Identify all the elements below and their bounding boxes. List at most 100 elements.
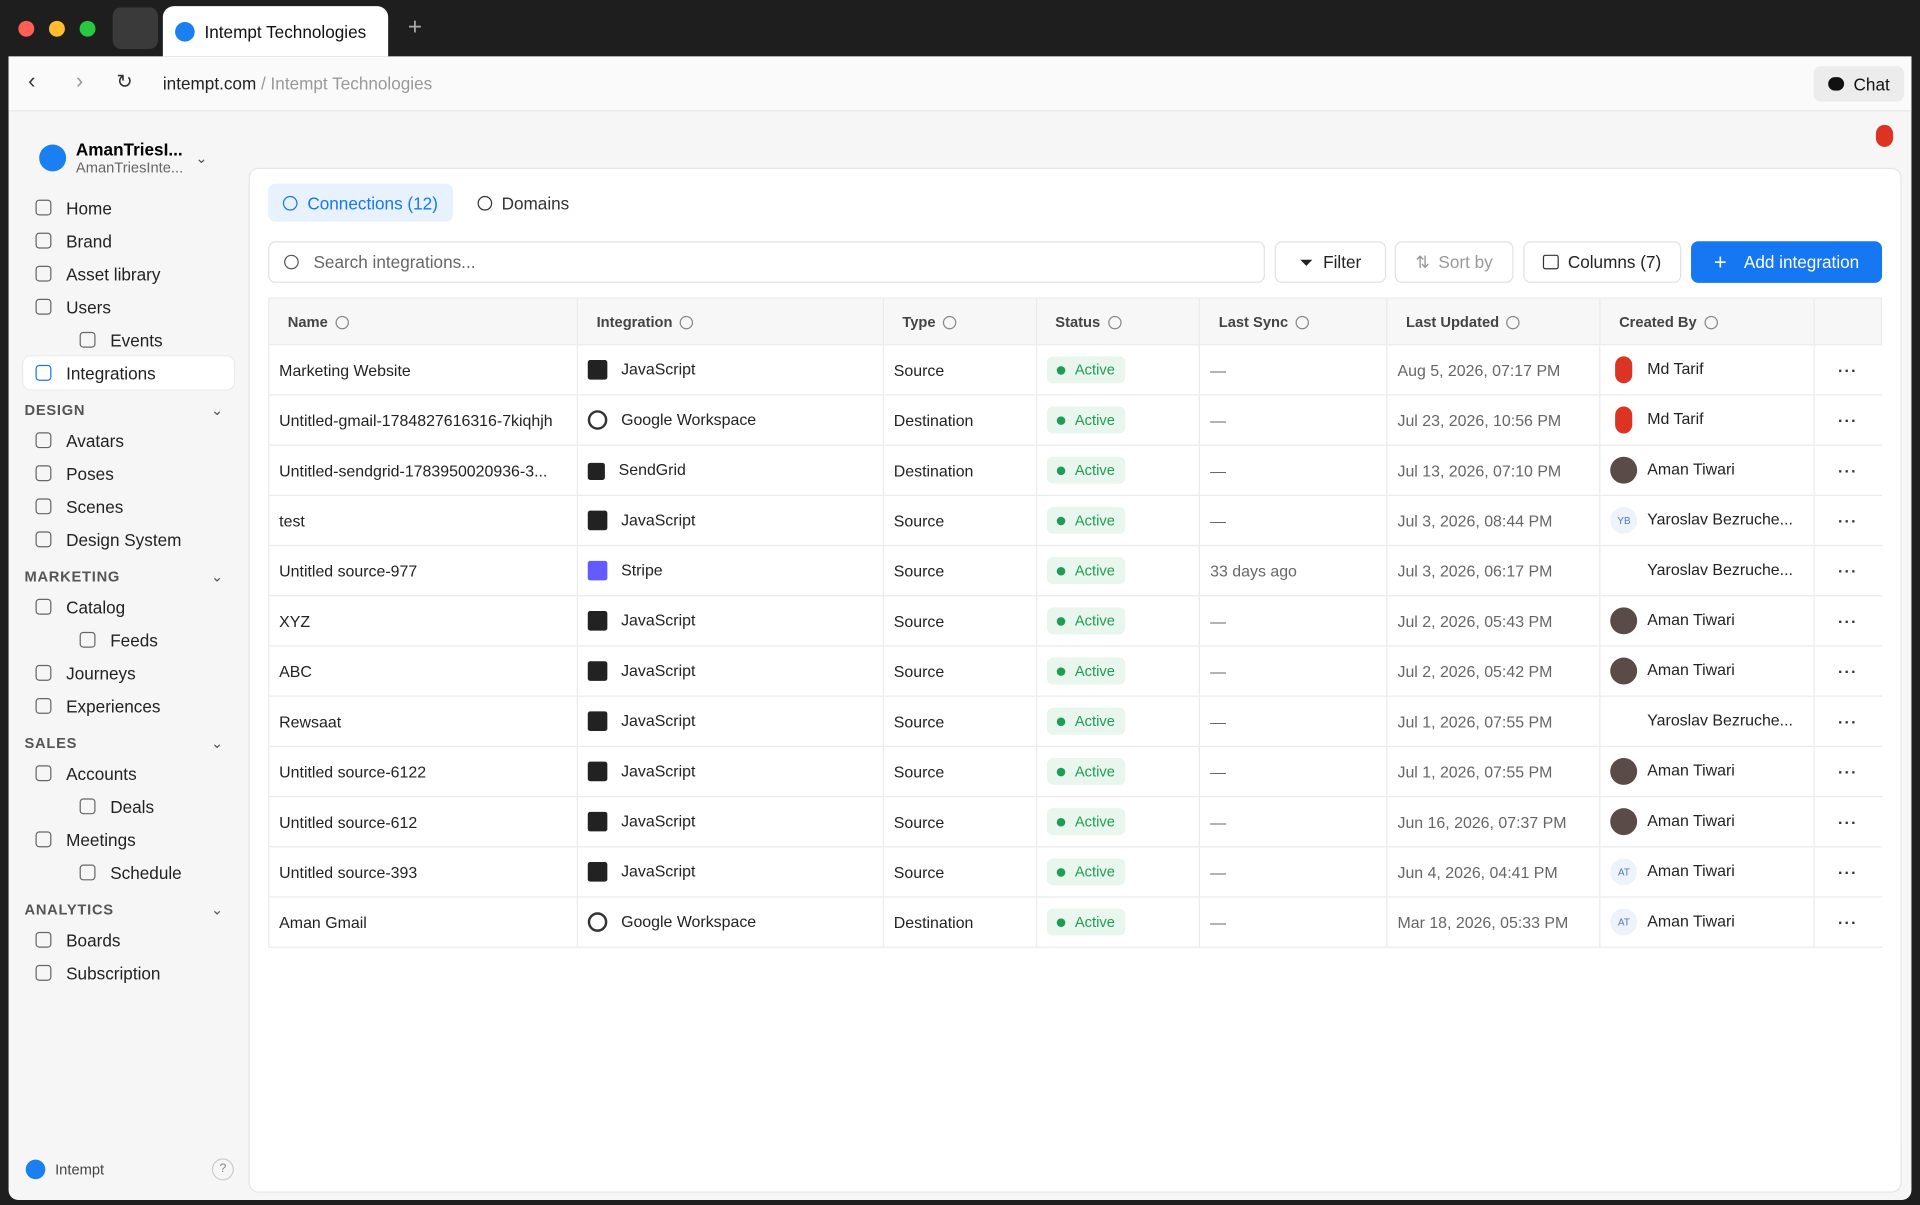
tab-icon xyxy=(477,195,492,211)
filter-button[interactable]: ⏷ Filter xyxy=(1274,241,1387,283)
nav-item[interactable]: Brand xyxy=(23,224,234,257)
nav-item[interactable]: Deals xyxy=(23,790,234,823)
nav-item[interactable]: Avatars xyxy=(23,424,234,457)
column-header[interactable]: Created By xyxy=(1599,297,1815,346)
columns-button[interactable]: Columns (7) xyxy=(1523,241,1682,283)
reload[interactable]: ↻ xyxy=(116,72,133,94)
integration-name: JavaScript xyxy=(621,660,696,680)
row-menu[interactable]: ··· xyxy=(1838,561,1858,580)
nav-item[interactable]: Journeys xyxy=(23,656,234,689)
row-menu[interactable]: ··· xyxy=(1838,360,1858,379)
forward[interactable]: › xyxy=(75,68,84,94)
row-menu[interactable]: ··· xyxy=(1838,762,1858,781)
row-menu[interactable]: ··· xyxy=(1838,461,1858,480)
nav: Home Brand Asset library Users Events Integra… xyxy=(9,191,249,989)
nav-item[interactable]: Experiences xyxy=(23,689,234,722)
menu-cell: ··· xyxy=(1812,896,1882,948)
tab-button[interactable]: Connections (12) xyxy=(268,183,453,222)
integration-name: JavaScript xyxy=(621,359,696,379)
add-button[interactable]: + Add integration xyxy=(1691,241,1883,283)
section-header[interactable]: SALES ⌄ xyxy=(24,735,224,752)
section-header[interactable]: ANALYTICS ⌄ xyxy=(24,901,224,918)
table-row[interactable]: Untitled-gmail-1784827616316-7kiqhjh Goog… xyxy=(268,394,1882,446)
section-header[interactable]: MARKETING ⌄ xyxy=(24,568,224,585)
table-row[interactable]: XYZ JavaScript Source Active — Jul 2, 2026, 0… xyxy=(268,595,1882,647)
nav-item[interactable]: Design System xyxy=(23,523,234,556)
url[interactable]: intempt.com / Intempt Technologies xyxy=(163,73,432,93)
row-menu[interactable]: ··· xyxy=(1838,661,1858,681)
info-icon xyxy=(1107,315,1122,330)
last-updated-cell: Jul 13, 2026, 07:10 PM xyxy=(1386,445,1601,496)
row-menu[interactable]: ··· xyxy=(1838,410,1858,430)
table-row[interactable]: test JavaScript Source Active — Jul 3, 2026, … xyxy=(268,495,1882,547)
chat-button[interactable]: Chat xyxy=(1813,66,1905,102)
column-header[interactable]: Integration xyxy=(576,297,884,346)
table-row[interactable]: Aman Gmail Google Workspace Destination Act… xyxy=(268,896,1882,948)
column-header[interactable]: Last Updated xyxy=(1386,297,1601,346)
last-updated-cell: Jul 1, 2026, 07:55 PM xyxy=(1386,746,1601,798)
status-dot xyxy=(1056,516,1066,525)
status-label: Active xyxy=(1074,411,1115,429)
last-updated-cell: Jul 1, 2026, 07:55 PM xyxy=(1386,696,1601,747)
max-dot[interactable] xyxy=(79,20,96,37)
section-header[interactable]: DESIGN ⌄ xyxy=(24,402,224,419)
integration-name: JavaScript xyxy=(621,761,696,780)
nav-item[interactable]: Feeds xyxy=(23,623,234,656)
table-row[interactable]: Untitled source-977 Stripe Source Active 33 … xyxy=(268,545,1882,597)
nav-item[interactable]: Integrations xyxy=(23,356,234,390)
table-row[interactable]: Untitled source-393 JavaScript Source Activ… xyxy=(268,846,1882,898)
row-menu[interactable]: ··· xyxy=(1838,712,1858,731)
row-menu[interactable]: ··· xyxy=(1838,912,1858,932)
new-tab[interactable]: + xyxy=(407,13,423,41)
nav-item[interactable]: Subscription xyxy=(23,956,234,989)
pinned-tab[interactable] xyxy=(112,7,158,49)
tab-button[interactable]: Domains xyxy=(462,184,584,222)
nav-item[interactable]: Accounts xyxy=(23,757,234,790)
nav-item[interactable]: Events xyxy=(23,323,234,356)
nav-label: Brand xyxy=(66,230,112,251)
column-header[interactable]: Status xyxy=(1035,297,1201,346)
integration-name: JavaScript xyxy=(621,711,696,730)
tab-label: Domains xyxy=(501,192,570,213)
table-row[interactable]: ABC JavaScript Source Active — Jul 2, 2026, 0… xyxy=(268,645,1882,697)
created-by-cell: Aman Tiwari xyxy=(1599,746,1814,798)
help[interactable]: ? xyxy=(211,1158,234,1181)
table-row[interactable]: Rewsaat JavaScript Source Active — Jul 1, 202… xyxy=(268,696,1882,747)
table-row[interactable]: Marketing Website JavaScript Source Active —… xyxy=(268,344,1882,396)
account[interactable]: AmanTriesI... AmanTriesInte... ⌄ xyxy=(39,140,248,176)
back[interactable]: ‹ xyxy=(28,68,36,94)
row-menu[interactable]: ··· xyxy=(1838,812,1858,831)
close-dot[interactable] xyxy=(18,20,35,37)
nav-item[interactable]: Meetings xyxy=(23,823,234,856)
column-header[interactable]: Last Sync xyxy=(1199,297,1388,346)
tab-icon xyxy=(282,195,298,211)
nav-item[interactable]: Catalog xyxy=(23,590,234,623)
column-header[interactable]: Name xyxy=(268,297,579,346)
row-menu[interactable]: ··· xyxy=(1838,611,1858,631)
nav-item[interactable]: Users xyxy=(23,290,234,323)
nav-item[interactable]: Home xyxy=(23,191,234,224)
nav-label: Journeys xyxy=(66,663,136,683)
column-header[interactable]: Type xyxy=(882,297,1037,346)
table-row[interactable]: Untitled-sendgrid-1783950020936-3... Send… xyxy=(268,445,1882,496)
user-avatar[interactable] xyxy=(1875,124,1894,147)
row-menu[interactable]: ··· xyxy=(1838,862,1858,882)
sort-button[interactable]: ⇅ Sort by xyxy=(1394,241,1514,283)
table-row[interactable]: Untitled source-6122 JavaScript Source Acti… xyxy=(268,746,1882,798)
integration-logo xyxy=(588,812,608,832)
status-label: Active xyxy=(1074,863,1115,881)
nav-item[interactable]: Poses xyxy=(23,457,234,490)
nav-item[interactable]: Scenes xyxy=(23,490,234,523)
nav-item[interactable]: Schedule xyxy=(23,856,234,889)
creator-name: Yaroslav Bezruche... xyxy=(1647,509,1793,529)
nav-item[interactable]: Asset library xyxy=(23,257,234,290)
column-title: Last Sync xyxy=(1218,312,1289,331)
search[interactable]: Search integrations... xyxy=(268,241,1265,283)
column-title: Status xyxy=(1055,312,1101,331)
tab[interactable]: Intempt Technologies xyxy=(162,6,389,57)
menu-cell: ··· xyxy=(1812,746,1882,798)
table-row[interactable]: Untitled source-612 JavaScript Source Activ… xyxy=(268,796,1882,848)
nav-item[interactable]: Boards xyxy=(23,923,234,956)
min-dot[interactable] xyxy=(48,20,65,37)
row-menu[interactable]: ··· xyxy=(1838,511,1858,530)
